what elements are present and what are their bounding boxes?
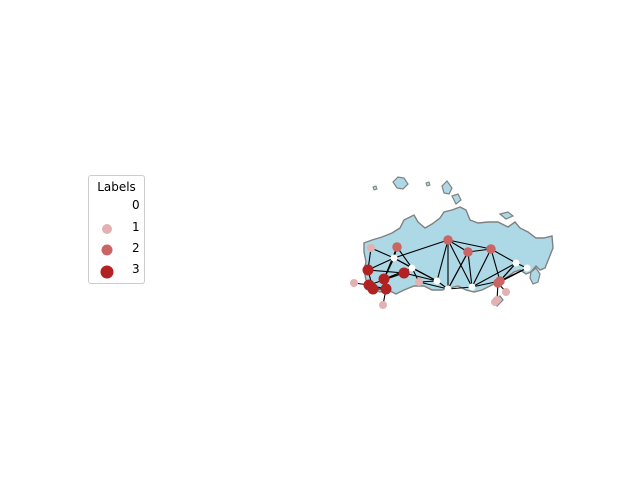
graph-edge [490,248,517,264]
graph-node-label-0 [444,285,452,293]
graph-node-label-2 [493,278,503,288]
graph-edge [499,267,528,282]
graph-edge [471,248,492,288]
graph-edge [370,247,395,259]
graph-node-label-3 [398,267,410,279]
graph-node-label-1 [415,278,423,286]
graph-node-label-2 [392,242,402,252]
graph-node-label-0 [468,283,476,291]
landmass-kamchatka [529,267,541,285]
graph-node-label-1 [502,288,510,296]
graph-node-label-0 [512,259,520,267]
legend-label-1: 1 [132,220,140,234]
graph-edge [411,267,438,282]
legend: Labels 0 1 2 3 [88,175,145,284]
graph-node-label-0 [523,264,531,272]
graph-node-label-2 [463,247,473,257]
graph-edge [471,262,517,288]
graph-edge [447,239,492,250]
graph-edge [367,269,405,274]
legend-label-0: 0 [132,198,140,212]
legend-marker-3 [100,265,114,279]
landmass-island-2 [441,180,453,195]
graph-edge [418,281,449,290]
landmass-island-4 [498,211,515,220]
legend-label-2: 2 [132,241,140,255]
graph-edge [383,246,398,280]
graph-node-label-0 [433,277,441,285]
graph-node-label-3 [378,273,390,285]
legend-item-3: 3 [89,262,144,282]
graph-node-label-3 [363,279,375,291]
legend-item-0: 0 [89,198,144,218]
graph-edge [467,251,473,288]
graph-edge [447,286,473,290]
legend-marker-2 [101,244,113,256]
graph-nodes [350,235,531,309]
graph-edge [393,239,449,259]
legend-marker-0 [102,200,112,210]
graph-node-label-1 [493,296,501,304]
graph-node-label-3 [380,283,392,295]
legend-label-3: 3 [132,262,140,276]
graph-node-label-3 [362,264,374,276]
graph-node-label-2 [486,244,496,254]
landmass-main [363,206,554,295]
landmass-island-1 [392,176,409,190]
graph-edge [490,248,501,282]
graph-node-label-0 [390,254,398,262]
landmass-island-7 [425,181,431,187]
legend-item-2: 2 [89,241,144,261]
graph-node-label-1 [350,279,358,287]
graph-edge [436,239,449,282]
country-landmass [363,176,554,307]
graph-node-label-0 [408,264,416,272]
legend-title: Labels [97,180,136,194]
legend-item-1: 1 [89,220,144,240]
graph-node-label-2 [443,235,453,245]
graph-edge [447,239,473,288]
graph-edge [447,251,469,290]
legend-marker-1 [102,224,112,234]
graph-node-label-1 [379,301,387,309]
landmass-island-3 [451,193,462,205]
landmass-island-6 [372,185,378,191]
graph-node-label-1 [367,244,375,252]
graph-edge [403,272,438,282]
